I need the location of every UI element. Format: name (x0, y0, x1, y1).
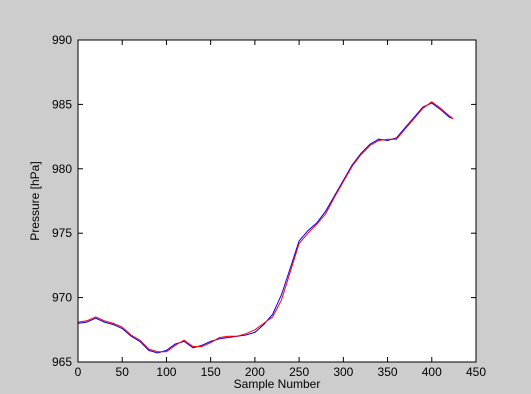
y-tick-label: 965 (52, 355, 72, 369)
axes-box (77, 39, 477, 363)
y-tick-label: 990 (52, 33, 72, 47)
x-tick-label: 50 (116, 365, 130, 379)
x-tick-label: 100 (156, 365, 176, 379)
x-tick-label: 0 (75, 365, 82, 379)
series-line-2 (77, 101, 454, 353)
y-tick-label: 970 (52, 291, 72, 305)
x-axis-label: Sample Number (234, 377, 321, 391)
x-tick-label: 400 (422, 365, 442, 379)
x-tick-label: 150 (201, 365, 221, 379)
y-tick-label: 985 (52, 97, 72, 111)
y-tick-label: 975 (52, 226, 72, 240)
plot-area (78, 40, 476, 362)
series-layer (77, 101, 454, 354)
x-tick-label: 250 (289, 365, 309, 379)
x-tick-label: 200 (245, 365, 265, 379)
y-tick-label: 980 (52, 162, 72, 176)
x-tick-label: 450 (466, 365, 486, 379)
x-tick-label: 350 (378, 365, 398, 379)
series-line-1 (77, 102, 454, 354)
x-tick-label: 300 (333, 365, 353, 379)
tick-layer: 0 50 100 150 200 250 300 350 400 450 965 970 975 980 9… (52, 33, 486, 379)
y-axis-label: Pressure [hPa] (28, 161, 42, 240)
